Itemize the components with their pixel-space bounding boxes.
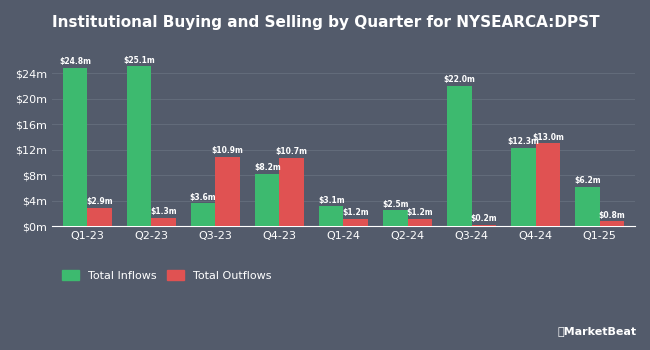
Text: ⨟MarketBeat: ⨟MarketBeat [558, 326, 637, 336]
Text: $10.9m: $10.9m [212, 146, 244, 155]
Bar [280, 158, 304, 226]
Bar [343, 219, 368, 226]
Bar [408, 219, 432, 226]
Bar [472, 225, 496, 226]
Text: $25.1m: $25.1m [124, 56, 155, 65]
Text: $8.2m: $8.2m [254, 163, 281, 172]
Bar [215, 157, 240, 226]
Text: $1.2m: $1.2m [406, 208, 433, 217]
Bar [127, 66, 151, 226]
Text: $0.8m: $0.8m [599, 211, 625, 219]
Bar [600, 221, 624, 226]
Text: $1.2m: $1.2m [343, 208, 369, 217]
Bar [512, 148, 536, 226]
Text: $24.8m: $24.8m [59, 57, 91, 66]
Text: $2.9m: $2.9m [86, 197, 112, 206]
Bar [255, 174, 280, 226]
Bar [63, 68, 87, 226]
Bar [151, 218, 176, 226]
Text: $2.5m: $2.5m [382, 200, 409, 209]
Text: $6.2m: $6.2m [575, 176, 601, 185]
Text: $1.3m: $1.3m [150, 208, 177, 216]
Text: $3.6m: $3.6m [190, 193, 216, 202]
Bar [191, 203, 215, 226]
Bar [575, 187, 600, 226]
Bar [384, 210, 408, 226]
Text: $12.3m: $12.3m [508, 137, 540, 146]
Text: $22.0m: $22.0m [443, 75, 475, 84]
Bar [536, 144, 560, 226]
Bar [319, 206, 343, 226]
Text: Institutional Buying and Selling by Quarter for NYSEARCA:DPST: Institutional Buying and Selling by Quar… [52, 15, 599, 30]
Text: $10.7m: $10.7m [276, 147, 307, 156]
Text: $13.0m: $13.0m [532, 133, 564, 142]
Bar [447, 86, 472, 226]
Text: $3.1m: $3.1m [318, 196, 344, 205]
Bar [87, 208, 112, 226]
Legend: Total Inflows, Total Outflows: Total Inflows, Total Outflows [58, 266, 276, 285]
Text: $0.2m: $0.2m [471, 215, 497, 223]
